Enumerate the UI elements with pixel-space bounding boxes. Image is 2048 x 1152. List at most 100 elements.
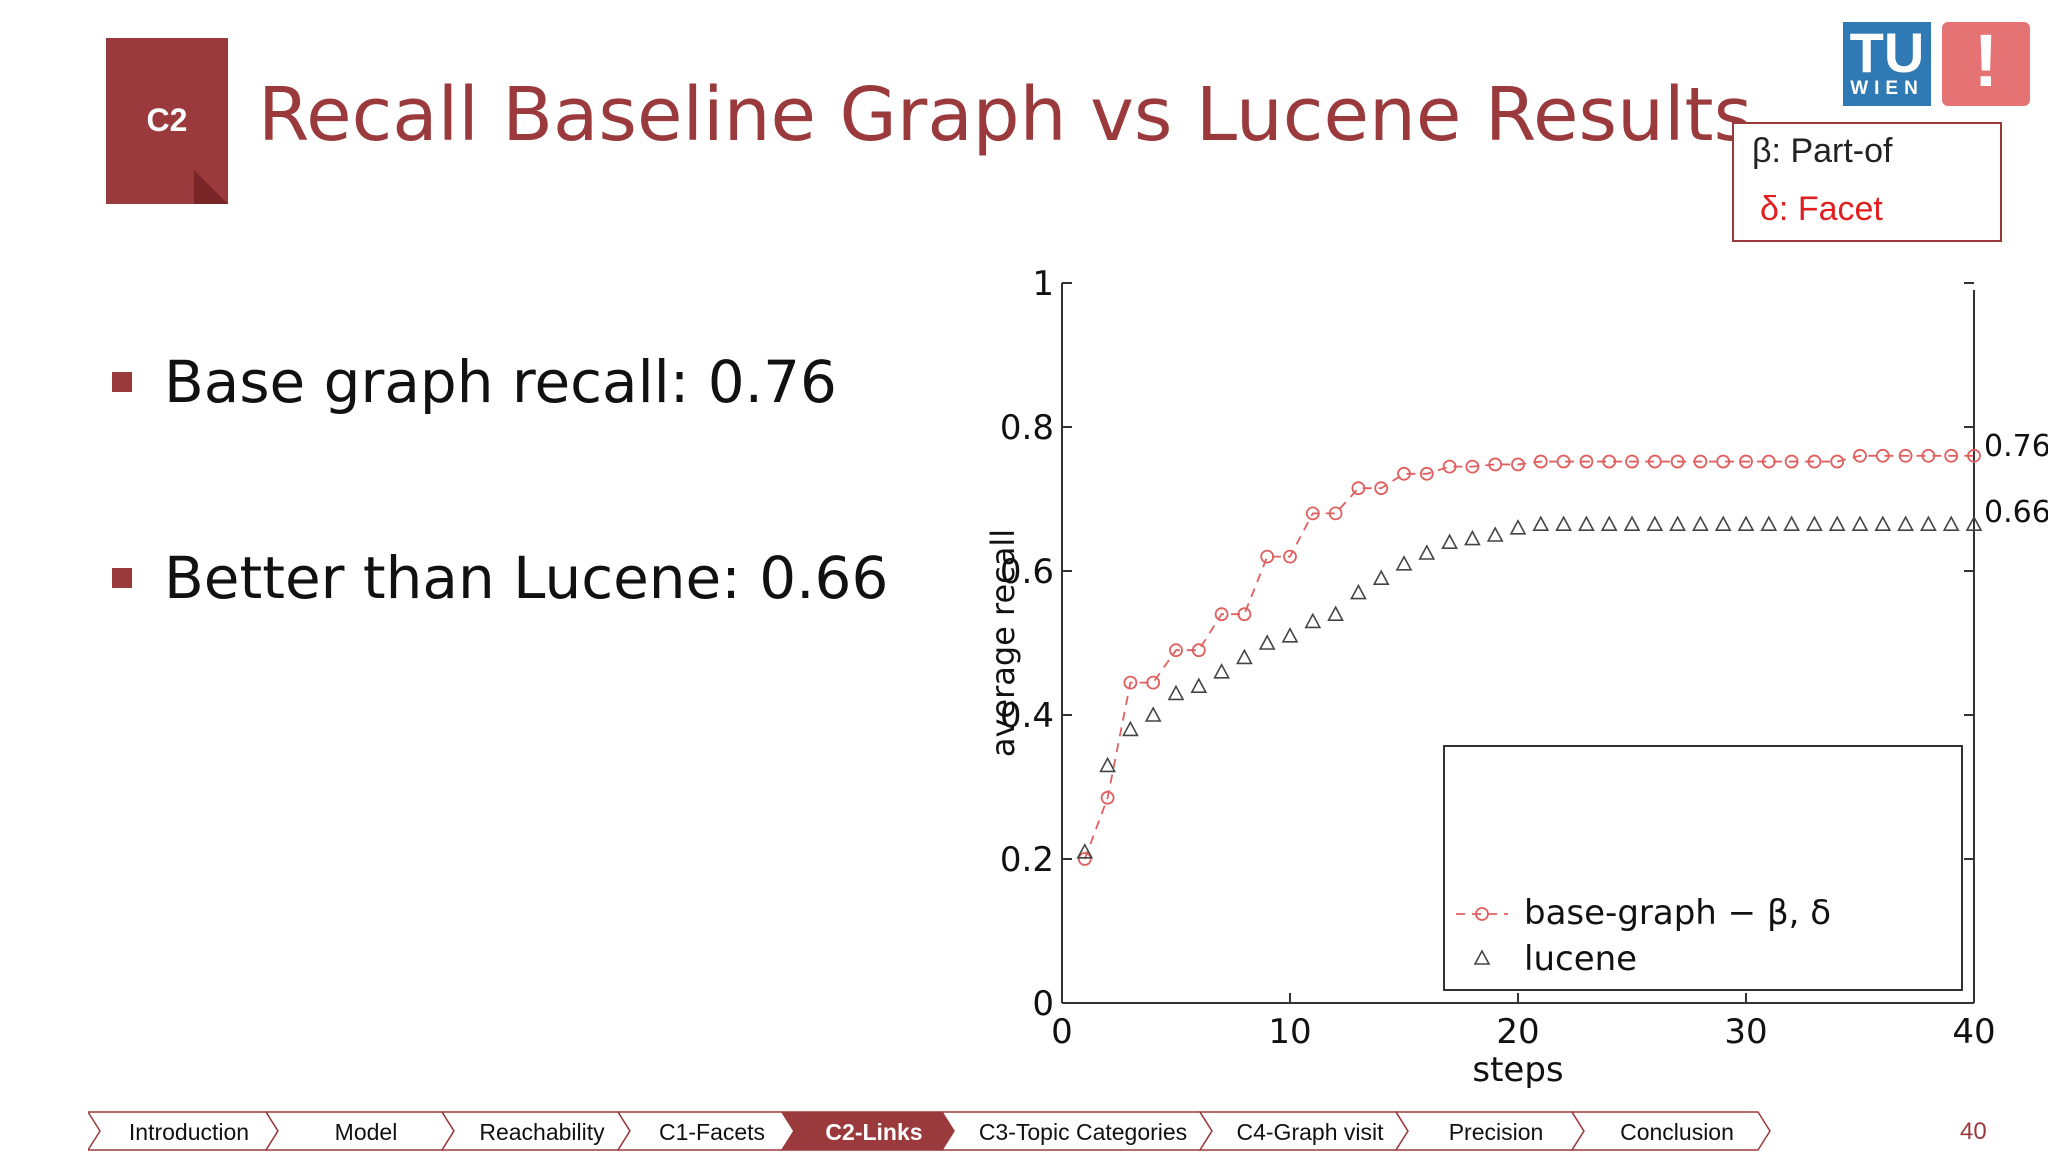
x-axis-label: steps	[1472, 1050, 1563, 1090]
data-point	[1623, 515, 1641, 532]
data-point	[1486, 526, 1504, 542]
nav-item-conclusion[interactable]: Conclusion	[1570, 1111, 1771, 1151]
data-point	[1602, 454, 1617, 469]
data-point	[1646, 515, 1664, 532]
data-point	[1419, 466, 1434, 481]
end-value-label: 0.76	[1984, 429, 2048, 464]
data-point	[1122, 720, 1139, 737]
y-tick-label: 0	[1032, 984, 1054, 1024]
page-number: 40	[1960, 1118, 1987, 1145]
nav-item-c4-graph-visit[interactable]: C4-Graph visit	[1198, 1111, 1409, 1151]
data-point	[1236, 648, 1253, 665]
data-point	[1807, 454, 1822, 469]
data-point	[1167, 684, 1185, 701]
x-tick-label: 40	[1952, 1012, 1995, 1052]
data-point	[1714, 515, 1732, 532]
data-point	[1737, 515, 1755, 532]
data-point	[1739, 454, 1753, 469]
data-point	[1169, 643, 1183, 658]
nav-item-label: C2-Links	[825, 1119, 922, 1145]
data-point	[1464, 529, 1481, 546]
tu-logo-text: TU	[1849, 21, 1925, 84]
nav-item-label: Conclusion	[1620, 1119, 1734, 1145]
nav-item-reachability[interactable]: Reachability	[440, 1111, 631, 1151]
data-point	[1213, 663, 1230, 679]
data-point	[1784, 454, 1799, 469]
data-point	[1465, 459, 1480, 474]
data-point	[1351, 481, 1366, 496]
data-point	[1374, 481, 1389, 496]
nav-item-label: Precision	[1449, 1119, 1544, 1145]
data-point	[1555, 515, 1572, 532]
data-point	[1123, 675, 1138, 690]
legend-circle-swatch	[1475, 907, 1489, 921]
data-point	[1693, 454, 1708, 469]
data-point	[1442, 459, 1457, 474]
data-point	[1441, 533, 1458, 550]
series-lucene	[1076, 515, 1983, 859]
data-point	[1146, 675, 1161, 690]
bullet-better-than-lucene: Better than Lucene: 0.66	[164, 544, 889, 612]
data-point	[1076, 843, 1094, 859]
x-tick-label: 30	[1724, 1012, 1767, 1052]
legend-label-lucene: lucene	[1524, 939, 1637, 979]
badge-fold	[194, 170, 228, 204]
data-point	[1853, 448, 1867, 463]
nav-item-label: C4-Graph visit	[1237, 1119, 1385, 1145]
y-tick-label: 0.4	[1000, 696, 1054, 736]
data-point	[1944, 448, 1959, 463]
data-point	[1783, 515, 1800, 532]
data-point	[1488, 457, 1503, 472]
nav-item-label: Reachability	[479, 1119, 605, 1145]
data-point	[1806, 515, 1823, 532]
y-tick-label: 0.2	[1000, 840, 1054, 880]
y-tick-label: 0.8	[1000, 408, 1054, 448]
data-point	[1418, 544, 1436, 560]
chart-legend: base-graph − β, δ lucene	[1443, 745, 1963, 991]
data-point	[1898, 448, 1913, 463]
data-point	[1397, 466, 1411, 481]
data-point	[1099, 756, 1116, 773]
data-point	[1281, 627, 1299, 643]
end-value-label: 0.66	[1984, 495, 2048, 530]
nav-item-model[interactable]: Model	[264, 1111, 455, 1151]
data-point	[1509, 519, 1527, 535]
data-point	[1625, 454, 1639, 469]
nav-chevron	[1570, 1111, 1771, 1151]
data-point	[1851, 515, 1869, 532]
data-point	[1260, 549, 1275, 564]
nav-item-label: C3-Topic Categories	[979, 1119, 1187, 1145]
data-point	[1875, 448, 1890, 463]
data-point	[1556, 454, 1571, 469]
bullet-marker	[112, 372, 132, 392]
wien-logo-text: WIEN	[1850, 78, 1924, 99]
data-point	[1830, 454, 1845, 469]
data-point	[1600, 515, 1618, 532]
nav-item-introduction[interactable]: Introduction	[88, 1111, 279, 1151]
bullet-marker	[112, 568, 132, 588]
data-point	[1214, 607, 1229, 622]
data-point	[1191, 643, 1206, 658]
nav-item-c2-links[interactable]: C2-Links	[780, 1111, 955, 1151]
data-point	[1578, 515, 1595, 532]
exclamation-logo-text: !	[1973, 19, 1999, 102]
nav-item-precision[interactable]: Precision	[1394, 1111, 1585, 1151]
data-point	[1647, 454, 1662, 469]
section-badge-label: C2	[146, 102, 188, 138]
slide-title: Recall Baseline Graph vs Lucene Results	[258, 72, 1753, 158]
nav-item-c3-topic-categories[interactable]: C3-Topic Categories	[940, 1111, 1213, 1151]
y-tick-label: 1	[1032, 264, 1054, 304]
data-point	[1144, 706, 1162, 722]
symbol-legend-box	[1732, 122, 2002, 242]
data-point	[1511, 457, 1525, 472]
y-axis-label: average recall	[984, 529, 1022, 757]
x-tick-label: 20	[1496, 1012, 1539, 1052]
legend-triangle-swatch	[1473, 949, 1491, 965]
data-point	[1942, 515, 1960, 532]
series-line	[1083, 454, 1974, 860]
data-point	[1304, 612, 1322, 629]
x-tick-label: 10	[1268, 1012, 1311, 1052]
data-point	[1760, 515, 1778, 532]
nav-item-c1-facets[interactable]: C1-Facets	[616, 1111, 795, 1151]
data-point	[1077, 852, 1092, 866]
